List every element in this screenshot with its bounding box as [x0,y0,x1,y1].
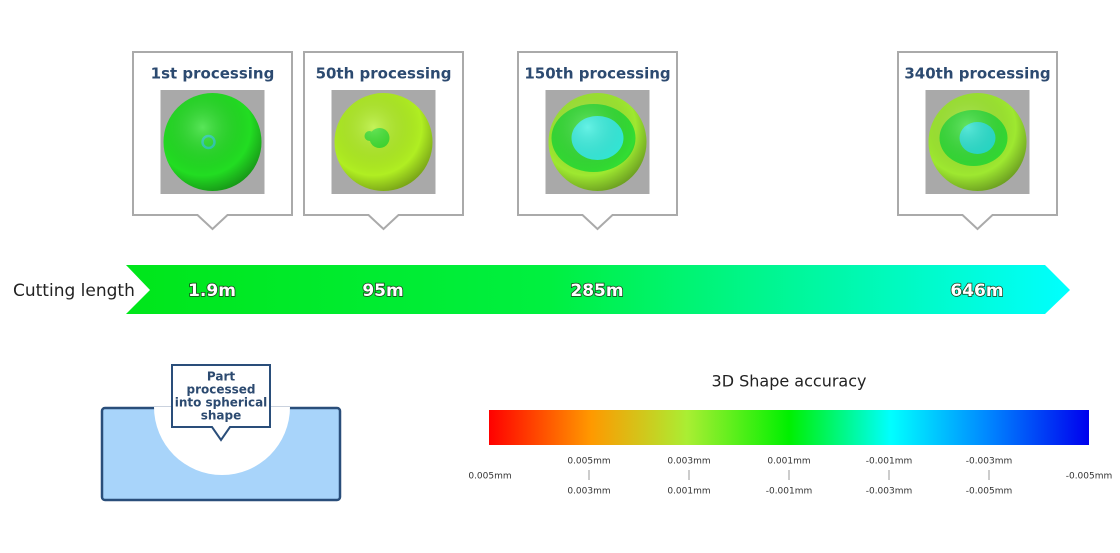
stage-title: 50th processing [316,65,452,83]
cutting-length: 95m [362,281,403,301]
sphere-shade [163,93,262,191]
cutting-length-label: Cutting length [13,281,135,301]
sphere-shade [928,93,1027,191]
scale-label: -0.001mm [866,457,913,467]
part-label: into spherical [175,396,268,410]
part-callout [171,364,271,442]
scale-label: 0.003mm [567,487,610,497]
cutting-length: 646m [950,281,1003,301]
scale-label: -0.005mm [966,487,1013,497]
part-label: shape [201,409,242,423]
part-label: Part [207,370,235,384]
scale-label: 0.003mm [667,457,710,467]
scale-label: -0.001mm [766,487,813,497]
color-scale [489,410,1089,445]
scale-label: -0.003mm [866,487,913,497]
scale-label: 0.005mm [468,472,511,482]
sphere-shade [548,93,647,191]
scale-label: 0.001mm [767,457,810,467]
length-arrow [126,265,1070,314]
scale-label: -0.003mm [966,457,1013,467]
stage-title: 340th processing [904,65,1050,83]
scale-title: 3D Shape accuracy [712,372,867,391]
cutting-length: 285m [570,281,623,301]
scale-label: -0.005mm [1066,472,1113,482]
stage-title: 1st processing [151,65,275,83]
part-label: processed [186,383,255,397]
sphere-shade [334,93,433,191]
scale-label: 0.001mm [667,487,710,497]
scale-label: 0.005mm [567,457,610,467]
stage-title: 150th processing [524,65,670,83]
cutting-length: 1.9m [188,281,236,301]
